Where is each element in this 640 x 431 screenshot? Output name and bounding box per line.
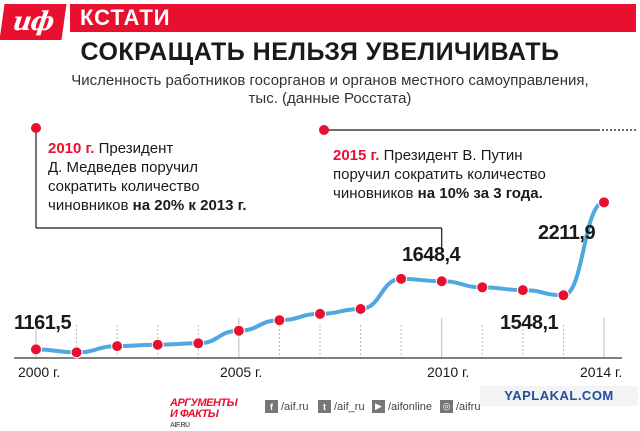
section-banner: КСТАТИ — [70, 4, 636, 32]
data-label-2013: 1548,1 — [500, 312, 559, 334]
x-tick-2005: 2005 г. — [220, 364, 263, 380]
social-instagram[interactable]: ◎ /aifru — [440, 400, 480, 413]
data-point-2010 — [435, 275, 448, 288]
note-2015-text1: Президент В. Путин — [379, 147, 523, 164]
social-facebook-label: /aif.ru — [281, 400, 309, 413]
note-2015-bold: на 10% за 3 года. — [417, 185, 543, 202]
social-youtube-label: /aifonline — [388, 400, 433, 413]
footer-brand: АРГУМЕНТЫ И ФАКТЫ AIF.RU — [170, 397, 238, 431]
data-point-2012 — [516, 284, 529, 297]
note-2015-text2: поручил сократить количество — [333, 166, 546, 183]
note-2010: 2010 г. Президент Д. Медведев поручил со… — [48, 139, 247, 215]
data-label-2000: 1161,5 — [14, 312, 72, 334]
data-point-2000 — [30, 343, 42, 356]
social-facebook[interactable]: f /aif.ru — [265, 400, 309, 413]
note-2015-year: 2015 г. — [333, 147, 380, 164]
brand-line1: АРГУМЕНТЫ — [170, 397, 238, 409]
x-tick-2010: 2010 г. — [427, 364, 470, 380]
note-2010-text4: чиновников — [48, 197, 133, 214]
data-point-2007 — [314, 307, 326, 320]
social-twitter[interactable]: t /aif_ru — [318, 400, 365, 413]
data-label-2014: 2211,9 — [538, 222, 596, 244]
chart-title: СОКРАЩАТЬ НЕЛЬЗЯ УВЕЛИЧИВАТЬ — [80, 38, 560, 66]
note-2010-bold: на 20% к 2013 г. — [132, 197, 247, 214]
data-point-2009 — [395, 272, 408, 285]
x-tick-2014: 2014 г. — [580, 364, 623, 380]
data-point-2001 — [70, 346, 83, 359]
twitter-icon: t — [318, 400, 331, 413]
youtube-icon: ▶ — [372, 400, 385, 413]
social-youtube[interactable]: ▶ /aifonline — [372, 400, 432, 413]
brand-site: AIF.RU — [170, 422, 190, 429]
instagram-icon: ◎ — [440, 400, 453, 413]
note-2010-marker — [31, 123, 41, 133]
data-point-2002 — [111, 340, 124, 353]
facebook-icon: f — [265, 400, 278, 413]
watermark: YAPLAKAL.COM — [480, 386, 638, 406]
brand-line2: И ФАКТЫ — [170, 408, 219, 420]
data-point-2008 — [354, 303, 367, 315]
data-point-2011 — [476, 281, 489, 294]
note-2015: 2015 г. Президент В. Путин поручил сокра… — [333, 146, 546, 203]
x-tick-2000: 2000 г. — [18, 364, 61, 380]
note-2010-year: 2010 г. — [48, 140, 95, 157]
data-label-2010: 1648,4 — [402, 244, 461, 266]
data-point-2005 — [232, 324, 245, 337]
data-point-2003 — [151, 338, 164, 351]
note-2015-text3: чиновников — [333, 185, 418, 202]
social-instagram-label: /aifru — [456, 400, 481, 413]
data-point-2004 — [192, 337, 205, 350]
chart-subtitle: Численность работников госорганов и орга… — [71, 72, 589, 107]
note-2010-text1: Президент — [94, 140, 174, 157]
data-point-2013 — [557, 289, 570, 302]
data-point-2006 — [273, 314, 286, 327]
note-2010-text3: сократить количество — [48, 178, 200, 195]
social-twitter-label: /aif_ru — [334, 400, 365, 413]
data-point-2014 — [598, 196, 610, 209]
footer: АРГУМЕНТЫ И ФАКТЫ AIF.RU f /aif.ru t /ai… — [0, 392, 640, 430]
note-2010-text2: Д. Медведев поручил — [48, 159, 199, 176]
note-2015-marker — [319, 125, 329, 135]
